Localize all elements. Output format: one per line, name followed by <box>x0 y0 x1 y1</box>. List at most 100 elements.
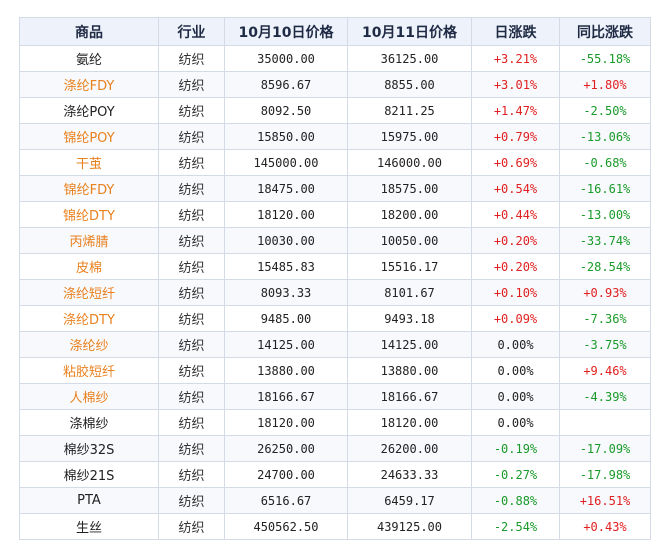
price-oct11-cell: 26200.00 <box>347 435 472 462</box>
industry-cell: 纺织 <box>158 201 225 228</box>
header-industry: 行业 <box>158 17 225 46</box>
yoy-change-cell: -7.36% <box>559 305 651 332</box>
price-oct10-cell: 26250.00 <box>224 435 348 462</box>
table-row: 皮棉 纺织 15485.83 15516.17 +0.20% -28.54% <box>19 253 651 280</box>
industry-cell: 纺织 <box>158 279 225 306</box>
commodity-name[interactable]: 人棉纱 <box>19 383 159 410</box>
industry-cell: 纺织 <box>158 149 225 176</box>
daily-change-cell: +0.20% <box>471 253 560 280</box>
yoy-change-cell: -55.18% <box>559 45 651 72</box>
price-table-container: 商品 行业 10月10日价格 10月11日价格 日涨跌 同比涨跌 氨纶 纺织 350… <box>19 17 651 540</box>
industry-cell: 纺织 <box>158 97 225 124</box>
yoy-change-cell: -16.61% <box>559 175 651 202</box>
yoy-change-cell <box>559 409 651 436</box>
price-oct11-cell: 15516.17 <box>347 253 472 280</box>
yoy-change-cell: -4.39% <box>559 383 651 410</box>
commodity-name[interactable]: 涤纶短纤 <box>19 279 159 306</box>
commodity-name[interactable]: 皮棉 <box>19 253 159 280</box>
commodity-name[interactable]: 锦纶POY <box>19 123 159 150</box>
commodity-name[interactable]: 锦纶FDY <box>19 175 159 202</box>
table-row: 涤棉纱 纺织 18120.00 18120.00 0.00% <box>19 409 651 436</box>
commodity-name[interactable]: 丙烯腈 <box>19 227 159 254</box>
commodity-name: 生丝 <box>19 513 159 540</box>
price-oct11-cell: 146000.00 <box>347 149 472 176</box>
yoy-change-cell: -2.50% <box>559 97 651 124</box>
price-oct11-cell: 8855.00 <box>347 71 472 98</box>
yoy-change-cell: -17.09% <box>559 435 651 462</box>
industry-cell: 纺织 <box>158 123 225 150</box>
industry-cell: 纺织 <box>158 513 225 540</box>
price-oct10-cell: 9485.00 <box>224 305 348 332</box>
daily-change-cell: -0.88% <box>471 487 560 514</box>
daily-change-cell: 0.00% <box>471 383 560 410</box>
yoy-change-cell: -28.54% <box>559 253 651 280</box>
price-oct10-cell: 18475.00 <box>224 175 348 202</box>
daily-change-cell: +0.44% <box>471 201 560 228</box>
table-body: 氨纶 纺织 35000.00 36125.00 +3.21% -55.18% 涤纶FDY 纺织… <box>19 45 651 540</box>
daily-change-cell: -0.27% <box>471 461 560 488</box>
header-price-oct10: 10月10日价格 <box>224 17 348 46</box>
industry-cell: 纺织 <box>158 227 225 254</box>
price-oct11-cell: 10050.00 <box>347 227 472 254</box>
commodity-name: 氨纶 <box>19 45 159 72</box>
industry-cell: 纺织 <box>158 357 225 384</box>
commodity-name[interactable]: 干茧 <box>19 149 159 176</box>
price-oct10-cell: 18166.67 <box>224 383 348 410</box>
price-oct10-cell: 6516.67 <box>224 487 348 514</box>
table-row: 生丝 纺织 450562.50 439125.00 -2.54% +0.43% <box>19 513 651 540</box>
price-oct11-cell: 6459.17 <box>347 487 472 514</box>
table-row: 粘胶短纤 纺织 13880.00 13880.00 0.00% +9.46% <box>19 357 651 384</box>
header-yoy-change: 同比涨跌 <box>559 17 651 46</box>
commodity-name: 棉纱32S <box>19 435 159 462</box>
daily-change-cell: +0.79% <box>471 123 560 150</box>
yoy-change-cell: -13.06% <box>559 123 651 150</box>
price-oct11-cell: 9493.18 <box>347 305 472 332</box>
yoy-change-cell: -3.75% <box>559 331 651 358</box>
yoy-change-cell: +0.43% <box>559 513 651 540</box>
price-oct11-cell: 8211.25 <box>347 97 472 124</box>
table-row: 棉纱21S 纺织 24700.00 24633.33 -0.27% -17.98% <box>19 461 651 488</box>
price-oct10-cell: 14125.00 <box>224 331 348 358</box>
price-oct10-cell: 18120.00 <box>224 409 348 436</box>
daily-change-cell: +0.54% <box>471 175 560 202</box>
price-oct10-cell: 15485.83 <box>224 253 348 280</box>
commodity-name: 涤纶POY <box>19 97 159 124</box>
table-row: 涤纶短纤 纺织 8093.33 8101.67 +0.10% +0.93% <box>19 279 651 306</box>
table-row: 涤纶FDY 纺织 8596.67 8855.00 +3.01% +1.80% <box>19 71 651 98</box>
table-row: 人棉纱 纺织 18166.67 18166.67 0.00% -4.39% <box>19 383 651 410</box>
daily-change-cell: +3.01% <box>471 71 560 98</box>
price-oct10-cell: 450562.50 <box>224 513 348 540</box>
price-oct11-cell: 439125.00 <box>347 513 472 540</box>
price-oct11-cell: 18166.67 <box>347 383 472 410</box>
price-table: 商品 行业 10月10日价格 10月11日价格 日涨跌 同比涨跌 氨纶 纺织 350… <box>19 17 651 540</box>
daily-change-cell: -2.54% <box>471 513 560 540</box>
commodity-name[interactable]: 涤纶纱 <box>19 331 159 358</box>
industry-cell: 纺织 <box>158 253 225 280</box>
industry-cell: 纺织 <box>158 175 225 202</box>
price-oct10-cell: 8596.67 <box>224 71 348 98</box>
table-row: 涤纶POY 纺织 8092.50 8211.25 +1.47% -2.50% <box>19 97 651 124</box>
price-oct11-cell: 36125.00 <box>347 45 472 72</box>
table-row: 氨纶 纺织 35000.00 36125.00 +3.21% -55.18% <box>19 45 651 72</box>
table-row: 涤纶DTY 纺织 9485.00 9493.18 +0.09% -7.36% <box>19 305 651 332</box>
price-oct11-cell: 8101.67 <box>347 279 472 306</box>
price-oct11-cell: 14125.00 <box>347 331 472 358</box>
price-oct10-cell: 24700.00 <box>224 461 348 488</box>
table-row: PTA 纺织 6516.67 6459.17 -0.88% +16.51% <box>19 487 651 514</box>
industry-cell: 纺织 <box>158 71 225 98</box>
price-oct10-cell: 35000.00 <box>224 45 348 72</box>
commodity-name[interactable]: 锦纶DTY <box>19 201 159 228</box>
commodity-name[interactable]: 涤纶DTY <box>19 305 159 332</box>
price-oct11-cell: 15975.00 <box>347 123 472 150</box>
price-oct11-cell: 24633.33 <box>347 461 472 488</box>
daily-change-cell: +0.69% <box>471 149 560 176</box>
yoy-change-cell: +16.51% <box>559 487 651 514</box>
daily-change-cell: +0.09% <box>471 305 560 332</box>
yoy-change-cell: -33.74% <box>559 227 651 254</box>
yoy-change-cell: -13.00% <box>559 201 651 228</box>
daily-change-cell: +0.20% <box>471 227 560 254</box>
price-oct10-cell: 10030.00 <box>224 227 348 254</box>
commodity-name[interactable]: 粘胶短纤 <box>19 357 159 384</box>
commodity-name[interactable]: 涤纶FDY <box>19 71 159 98</box>
header-price-oct11: 10月11日价格 <box>347 17 472 46</box>
